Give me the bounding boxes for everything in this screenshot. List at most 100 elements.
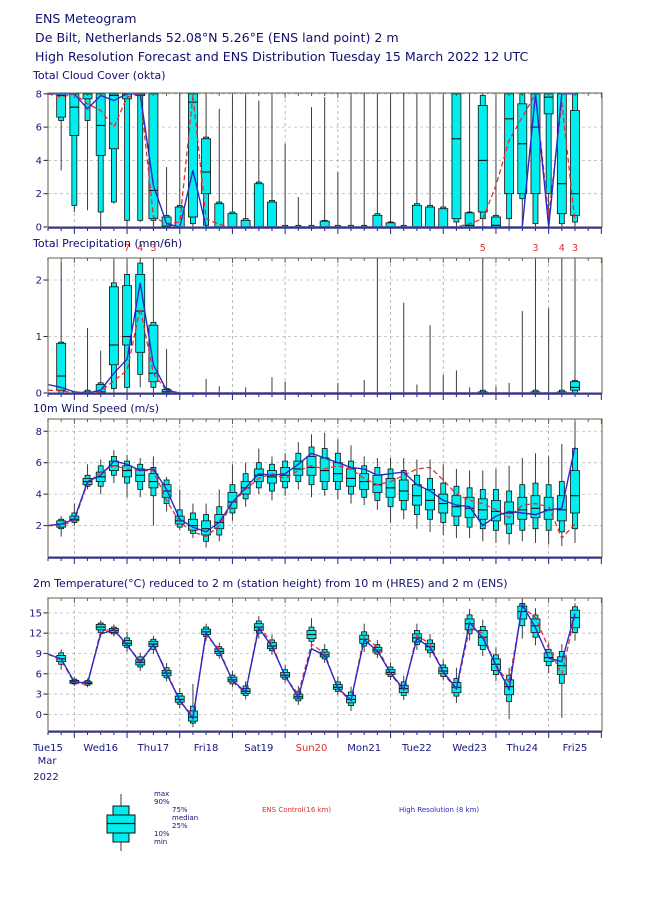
y-tick-label: 0 bbox=[36, 389, 42, 400]
box-25-75 bbox=[517, 496, 528, 520]
run-subtitle: High Resolution Forecast and ENS Distrib… bbox=[35, 49, 529, 64]
y-tick-label: 15 bbox=[29, 608, 42, 619]
box-25-75 bbox=[425, 206, 435, 228]
ens-control-line bbox=[47, 308, 575, 394]
box-25-75 bbox=[122, 465, 132, 478]
box-25-75 bbox=[477, 498, 488, 520]
hres-line bbox=[47, 446, 576, 533]
day-label: Tue15 bbox=[32, 743, 63, 754]
box-25-75 bbox=[227, 213, 238, 228]
box-25-75 bbox=[319, 220, 330, 228]
legend-label-75: 75% bbox=[172, 806, 188, 814]
box-25-75 bbox=[398, 479, 409, 501]
temp-panel-title: 2m Temperature(°C) reduced to 2 m (stati… bbox=[33, 577, 508, 590]
ens-control-line bbox=[48, 465, 576, 540]
y-tick-label: 4 bbox=[36, 156, 42, 167]
box-25-75 bbox=[201, 138, 212, 195]
box-25-75 bbox=[570, 609, 580, 629]
day-label: Thu24 bbox=[506, 743, 539, 754]
box-25-75 bbox=[438, 208, 449, 228]
y-tick-label: 12 bbox=[29, 629, 42, 640]
legend-ens-control: ENS Control(16 km) bbox=[262, 806, 332, 814]
hres-line bbox=[47, 602, 576, 721]
box-25-75 bbox=[517, 103, 528, 195]
box-25-75 bbox=[411, 484, 422, 506]
precip-max-annotation: 4 bbox=[137, 243, 143, 254]
box-25-75 bbox=[56, 93, 67, 118]
precip-max-annotation: 5 bbox=[480, 243, 486, 254]
y-tick-label: 2 bbox=[36, 189, 42, 200]
precip-max-annotation: 3 bbox=[532, 243, 538, 254]
y-tick-label: 4 bbox=[36, 490, 42, 501]
y-tick-label: 9 bbox=[36, 649, 42, 660]
day-label: Fri18 bbox=[194, 743, 219, 754]
legend-box-glyph bbox=[106, 794, 136, 851]
box-10-90 bbox=[124, 93, 130, 221]
precip-max-annotation: 4 bbox=[559, 243, 565, 254]
location-subtitle: De Bilt, Netherlands 52.08°N 5.26°E (ENS… bbox=[35, 30, 399, 45]
page-title: ENS Meteogram bbox=[35, 11, 137, 26]
box-25-75 bbox=[543, 496, 554, 520]
legend-label-25: 25% bbox=[172, 822, 188, 830]
box-25-75 bbox=[319, 457, 330, 482]
y-tick-label: 6 bbox=[36, 123, 42, 134]
box-25-75 bbox=[108, 286, 119, 366]
y-tick-label: 8 bbox=[36, 427, 42, 438]
precip-max-annotation: 3 bbox=[150, 243, 156, 254]
day-label: Fri25 bbox=[563, 743, 588, 754]
day-label: Thu17 bbox=[137, 743, 170, 754]
box-25-75 bbox=[240, 219, 251, 228]
legend-label-min: min bbox=[154, 838, 168, 846]
box-25-75 bbox=[122, 285, 132, 346]
box-25-75 bbox=[372, 474, 383, 493]
box-25-75 bbox=[95, 93, 106, 156]
precip-panel-title: Total Precipitation (mm/6h) bbox=[33, 237, 183, 250]
legend-label-90: 90% bbox=[154, 798, 170, 806]
day-label: Wed23 bbox=[452, 743, 487, 754]
y-tick-label: 6 bbox=[36, 458, 42, 469]
box-25-75 bbox=[188, 93, 198, 218]
box-25-75 bbox=[69, 93, 80, 136]
y-tick-label: 1 bbox=[36, 332, 42, 343]
y-tick-label: 0 bbox=[36, 710, 42, 721]
y-tick-label: 0 bbox=[36, 223, 42, 234]
box-25-75 bbox=[148, 93, 159, 220]
box-25-75 bbox=[108, 93, 119, 150]
y-tick-label: 8 bbox=[36, 89, 42, 100]
box-25-75 bbox=[332, 462, 343, 482]
legend-high-resolution: High Resolution (8 km) bbox=[399, 806, 480, 814]
box-25-75 bbox=[451, 93, 462, 220]
y-tick-label: 3 bbox=[36, 690, 42, 701]
legend-label-10: 10% bbox=[154, 830, 170, 838]
box-25-75 bbox=[372, 214, 383, 228]
box-25-75 bbox=[556, 93, 567, 215]
box-25-75 bbox=[267, 201, 277, 228]
box-25-75 bbox=[570, 381, 580, 391]
box-25-75 bbox=[504, 93, 515, 195]
day-label: Sun20 bbox=[296, 743, 328, 754]
precip-max-annotation: 7 bbox=[124, 243, 130, 254]
box-25-75 bbox=[425, 489, 435, 511]
y-tick-label: 2 bbox=[36, 276, 42, 287]
y-tick-label: 6 bbox=[36, 669, 42, 680]
year-label: 2022 bbox=[33, 772, 59, 783]
total-cloud-cover-chart: 0 2 4 6 8 bbox=[36, 89, 603, 234]
box-25-75 bbox=[477, 105, 488, 213]
box-25-75 bbox=[411, 204, 422, 228]
legend-label-max: max bbox=[154, 790, 170, 798]
box-25-75 bbox=[227, 492, 238, 509]
box-25-75 bbox=[56, 342, 67, 391]
box-25-75 bbox=[148, 473, 159, 489]
day-label: Sat19 bbox=[244, 743, 273, 754]
day-label: Mon21 bbox=[347, 743, 381, 754]
wind-speed-10m-chart: 2 4 6 8 bbox=[36, 418, 603, 564]
temperature-2m-chart: 0 3 6 9 12 15 bbox=[29, 597, 603, 738]
box-25-75 bbox=[201, 520, 212, 536]
box-25-75 bbox=[570, 470, 580, 514]
box-25-75 bbox=[530, 495, 541, 519]
box-25-75 bbox=[491, 500, 501, 522]
